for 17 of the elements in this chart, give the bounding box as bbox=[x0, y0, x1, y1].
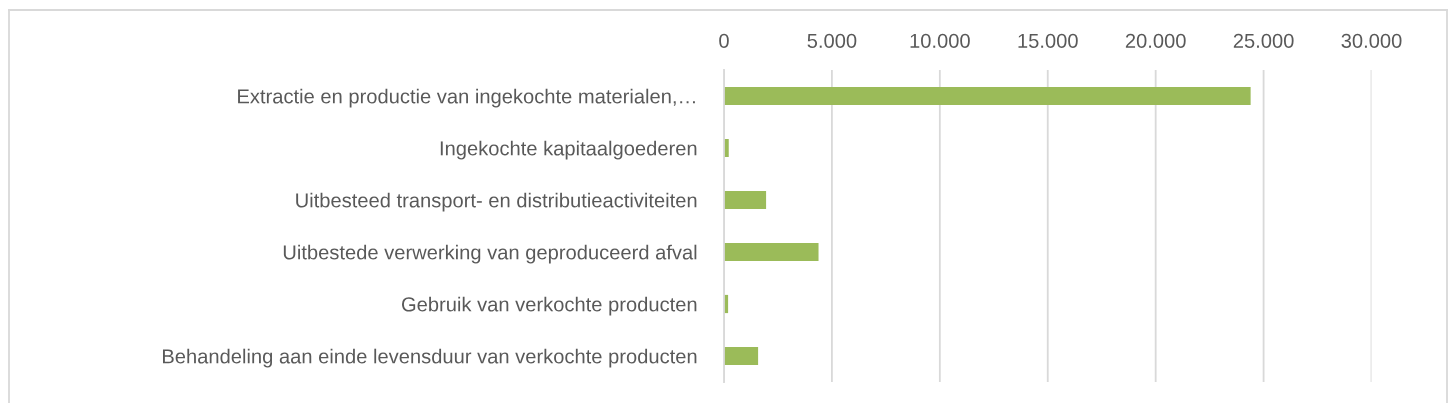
y-tick-label: Ingekochte kapitaalgoederen bbox=[440, 140, 697, 160]
y-tick-label: Extractie en productie van ingekochte materialen,… bbox=[238, 88, 695, 108]
bar bbox=[724, 86, 1251, 106]
x-tick-label: 5.000 bbox=[807, 33, 857, 48]
x-tick-label: 20.000 bbox=[1125, 33, 1186, 48]
bar bbox=[724, 190, 767, 210]
bar bbox=[724, 242, 819, 262]
bar bbox=[724, 346, 759, 366]
y-tick-label: Uitbesteed transport- en distributieactiviteiten bbox=[296, 192, 697, 212]
y-tick-label: Gebruik van verkochte producten bbox=[401, 296, 697, 316]
y-tick-label: Behandeling aan einde levensduur van verkochte producten bbox=[163, 348, 697, 368]
x-tick-label: 30.000 bbox=[1341, 33, 1402, 48]
x-tick-label: 25.000 bbox=[1233, 33, 1294, 48]
x-tick-label: 15.000 bbox=[1018, 33, 1078, 48]
y-tick-label: Uitbestede verwerking van geproduceerd afval bbox=[283, 244, 697, 264]
x-tick-label: 0 bbox=[719, 33, 729, 48]
x-tick-label: 10.000 bbox=[910, 33, 970, 48]
